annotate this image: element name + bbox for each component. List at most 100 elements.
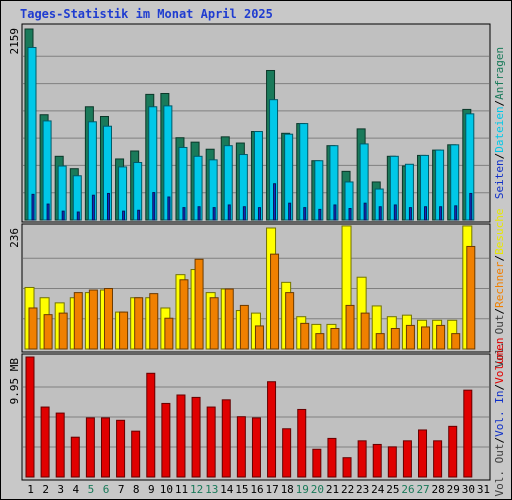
bar-seiten-day-29 — [454, 205, 458, 221]
bar-rechner-day-7 — [119, 311, 129, 350]
bar-volumen-day-6 — [100, 417, 110, 478]
panel-bottom-legend: Vol. Out/Vol. In/Volumen — [493, 338, 506, 497]
bar-volumen-day-30 — [463, 389, 473, 478]
bar-seiten-day-17 — [273, 183, 277, 221]
x-tick-label-day-18: 18 — [281, 483, 294, 496]
bar-rechner-day-12 — [194, 258, 204, 350]
x-tick-label-day-4: 4 — [73, 483, 80, 496]
bar-rechner-day-6 — [103, 288, 113, 350]
bar-volumen-day-2 — [40, 406, 50, 478]
legend-entry: / — [493, 437, 506, 444]
bar-seiten-day-21 — [333, 204, 337, 221]
bar-rechner-day-29 — [451, 333, 461, 350]
x-tick-label-day-6: 6 — [103, 483, 110, 496]
legend-entry: / — [493, 308, 506, 315]
x-tick-label-day-27: 27 — [416, 483, 429, 496]
bar-seiten-day-18 — [288, 202, 292, 221]
bar-volumen-day-24 — [372, 443, 382, 478]
legend-entry: / — [493, 153, 506, 160]
bar-seiten-day-2 — [46, 203, 50, 221]
bar-rechner-day-23 — [360, 312, 370, 350]
bar-rechner-day-22 — [345, 304, 355, 350]
bar-rechner-day-24 — [375, 333, 385, 350]
bar-seiten-day-23 — [363, 202, 367, 221]
x-tick-label-day-23: 23 — [356, 483, 369, 496]
legend-entry: / — [493, 100, 506, 107]
x-tick-label-day-13: 13 — [205, 483, 218, 496]
bar-seiten-day-20 — [318, 208, 322, 221]
x-tick-label-day-24: 24 — [371, 483, 385, 496]
bar-seiten-day-22 — [348, 207, 352, 221]
bar-seiten-day-4 — [76, 211, 80, 221]
x-tick-label-day-3: 3 — [57, 483, 64, 496]
bar-rechner-day-8 — [134, 297, 144, 350]
panel-bottom-ymax-label: 9.95 MB — [8, 358, 21, 405]
bar-seiten-day-3 — [61, 210, 65, 221]
bar-rechner-day-5 — [88, 289, 98, 350]
x-tick-label-day-2: 2 — [42, 483, 49, 496]
x-tick-label-day-10: 10 — [160, 483, 173, 496]
bar-rechner-day-15 — [239, 304, 249, 350]
bar-volumen-day-9 — [146, 372, 156, 478]
bar-volumen-day-27 — [418, 429, 428, 478]
panel-middle-legend: Vol. Out/Rechner/Besuche — [493, 209, 506, 368]
bar-rechner-day-1 — [28, 307, 38, 350]
bar-volumen-day-4 — [70, 436, 80, 478]
bar-rechner-day-11 — [179, 279, 189, 350]
x-tick-label-day-12: 12 — [190, 483, 203, 496]
bar-volumen-day-21 — [327, 437, 337, 478]
bar-rechner-day-27 — [421, 326, 431, 350]
bar-dateien-day-19 — [299, 123, 309, 221]
bar-seiten-day-30 — [469, 192, 473, 221]
bar-volumen-day-18 — [282, 428, 292, 478]
bar-seiten-day-27 — [424, 206, 428, 221]
bar-rechner-day-25 — [390, 327, 400, 350]
bar-volumen-day-17 — [267, 381, 277, 478]
bar-volumen-day-10 — [161, 402, 171, 478]
bar-seiten-day-10 — [167, 196, 171, 221]
legend-entry: Vol. In — [493, 391, 506, 437]
bar-rechner-day-9 — [149, 293, 159, 350]
legend-entry: / — [493, 384, 506, 391]
bar-volumen-day-20 — [312, 448, 322, 478]
bar-rechner-day-4 — [73, 292, 83, 350]
x-tick-label-day-17: 17 — [265, 483, 278, 496]
bar-seiten-day-7 — [122, 210, 126, 221]
legend-entry: Besuche — [493, 209, 506, 255]
bar-seiten-day-14 — [227, 204, 231, 221]
bar-seiten-day-19 — [303, 207, 307, 221]
bar-volumen-day-3 — [55, 412, 65, 478]
bar-rechner-day-16 — [254, 325, 264, 350]
x-tick-label-day-16: 16 — [250, 483, 263, 496]
x-tick-label-day-22: 22 — [341, 483, 354, 496]
bar-volumen-day-22 — [342, 457, 352, 478]
bar-seiten-day-5 — [91, 194, 95, 221]
bar-seiten-day-12 — [197, 206, 201, 221]
legend-entry: Anfragen — [493, 47, 506, 100]
bar-seiten-day-6 — [106, 192, 110, 221]
x-tick-label-day-31: 31 — [477, 483, 490, 496]
x-tick-label-day-28: 28 — [432, 483, 445, 496]
bar-rechner-day-20 — [315, 333, 325, 350]
bar-seiten-day-26 — [408, 207, 412, 221]
x-tick-label-day-26: 26 — [401, 483, 414, 496]
bar-volumen-day-16 — [251, 417, 261, 478]
x-tick-label-day-19: 19 — [296, 483, 309, 496]
legend-entry: Dateien — [493, 106, 506, 152]
legend-entry: Rechner — [493, 261, 506, 308]
bar-seiten-day-8 — [137, 209, 141, 221]
x-tick-label-day-30: 30 — [462, 483, 475, 496]
bar-volumen-day-29 — [448, 425, 458, 478]
bar-rechner-day-18 — [285, 292, 295, 350]
x-tick-label-day-25: 25 — [386, 483, 399, 496]
bar-seiten-day-9 — [152, 192, 156, 221]
x-tick-label-day-9: 9 — [148, 483, 155, 496]
bar-seiten-day-13 — [212, 207, 216, 221]
bar-volumen-day-15 — [236, 416, 246, 478]
bar-seiten-day-1 — [31, 193, 35, 221]
bar-volumen-day-23 — [357, 440, 367, 478]
x-tick-label-day-8: 8 — [133, 483, 140, 496]
x-tick-label-day-7: 7 — [118, 483, 125, 496]
bar-seiten-day-24 — [378, 206, 382, 221]
